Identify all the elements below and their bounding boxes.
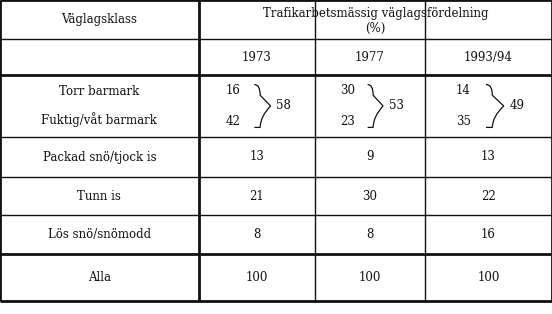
Text: 30: 30 — [362, 190, 378, 203]
Text: 1977: 1977 — [355, 51, 385, 64]
Text: 58: 58 — [277, 100, 291, 112]
Text: 9: 9 — [366, 150, 374, 164]
Text: 16: 16 — [226, 84, 241, 97]
Text: 49: 49 — [510, 100, 525, 112]
Text: 53: 53 — [389, 100, 404, 112]
Text: 35: 35 — [455, 115, 471, 128]
Text: 13: 13 — [250, 150, 264, 164]
Text: 14: 14 — [456, 84, 470, 97]
Text: Packad snö/tjock is: Packad snö/tjock is — [43, 150, 156, 164]
Text: 42: 42 — [226, 115, 241, 128]
Text: 22: 22 — [481, 190, 496, 203]
Text: (%): (%) — [365, 22, 385, 35]
Text: 100: 100 — [477, 271, 500, 284]
Text: 8: 8 — [366, 228, 374, 241]
Text: Väglagsklass: Väglagsklass — [61, 13, 137, 26]
Text: 30: 30 — [340, 84, 355, 97]
Text: 100: 100 — [359, 271, 381, 284]
Text: Fuktig/våt barmark: Fuktig/våt barmark — [41, 113, 157, 127]
Text: Torr barmark: Torr barmark — [59, 85, 140, 98]
Text: Tunn is: Tunn is — [77, 190, 121, 203]
Text: 1993/94: 1993/94 — [464, 51, 513, 64]
Text: 8: 8 — [253, 228, 261, 241]
Text: 13: 13 — [481, 150, 496, 164]
Text: 1973: 1973 — [242, 51, 272, 64]
Text: Trafikarbetsmässig väglagsfördelning: Trafikarbetsmässig väglagsfördelning — [263, 7, 488, 20]
Text: 23: 23 — [341, 115, 355, 128]
Text: 100: 100 — [246, 271, 268, 284]
Text: 16: 16 — [481, 228, 496, 241]
Text: Lös snö/snömodd: Lös snö/snömodd — [48, 228, 151, 241]
Text: Alla: Alla — [88, 271, 111, 284]
Text: 21: 21 — [250, 190, 264, 203]
